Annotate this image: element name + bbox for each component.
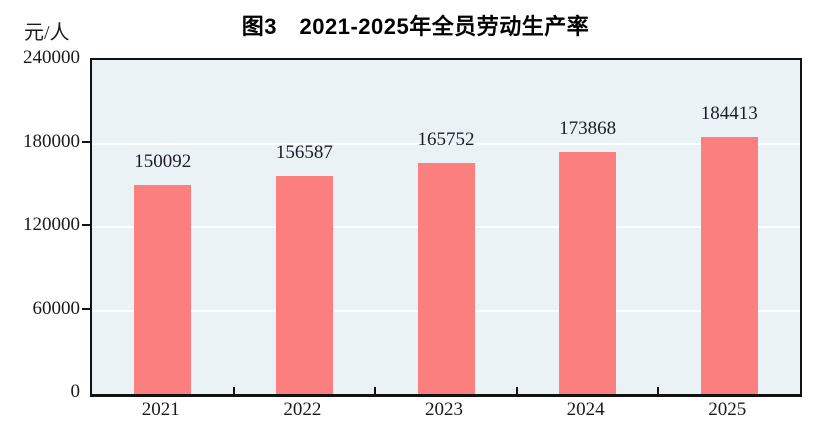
y-axis-tick-label: 120000 (23, 214, 80, 235)
bar-value-label: 184413 (700, 103, 758, 125)
x-axis-tick-label: 2021 (141, 399, 180, 420)
bar-value-label: 156587 (275, 142, 333, 164)
bar-2021 (134, 185, 192, 394)
x-axis-tick (515, 387, 518, 394)
gridline (92, 142, 800, 145)
y-axis-tick-label: 60000 (32, 297, 81, 319)
bar-2023 (417, 163, 475, 394)
x-axis-tick-label: 2025 (708, 399, 747, 420)
y-axis-unit-label: 元/人 (24, 22, 70, 44)
bar-value-label: 173868 (559, 118, 617, 140)
x-axis-tick-label: 2022 (283, 399, 322, 420)
x-axis-tick (374, 387, 377, 394)
y-axis-tick-label: 180000 (23, 130, 80, 152)
bar-2025 (700, 137, 758, 394)
x-axis-tick (657, 387, 660, 394)
plot-area: 150092 156587 165752 173868 184413 (90, 58, 802, 397)
y-axis-tick (82, 224, 90, 226)
y-axis-tick-label: 0 (70, 381, 81, 402)
bar-value-label: 150092 (134, 151, 192, 173)
bar-value-label: 165752 (417, 129, 475, 151)
x-axis-tick (232, 387, 235, 394)
x-axis-tick-label: 2024 (566, 399, 605, 420)
bar-2022 (275, 176, 333, 394)
chart-title: 图3 2021-2025年全员劳动生产率 (241, 14, 590, 39)
y-axis-tick-label: 240000 (23, 47, 80, 68)
y-axis-tick (82, 140, 90, 143)
y-axis-tick (82, 307, 90, 310)
x-axis-tick-label: 2023 (425, 399, 463, 420)
bar-2024 (559, 152, 617, 394)
